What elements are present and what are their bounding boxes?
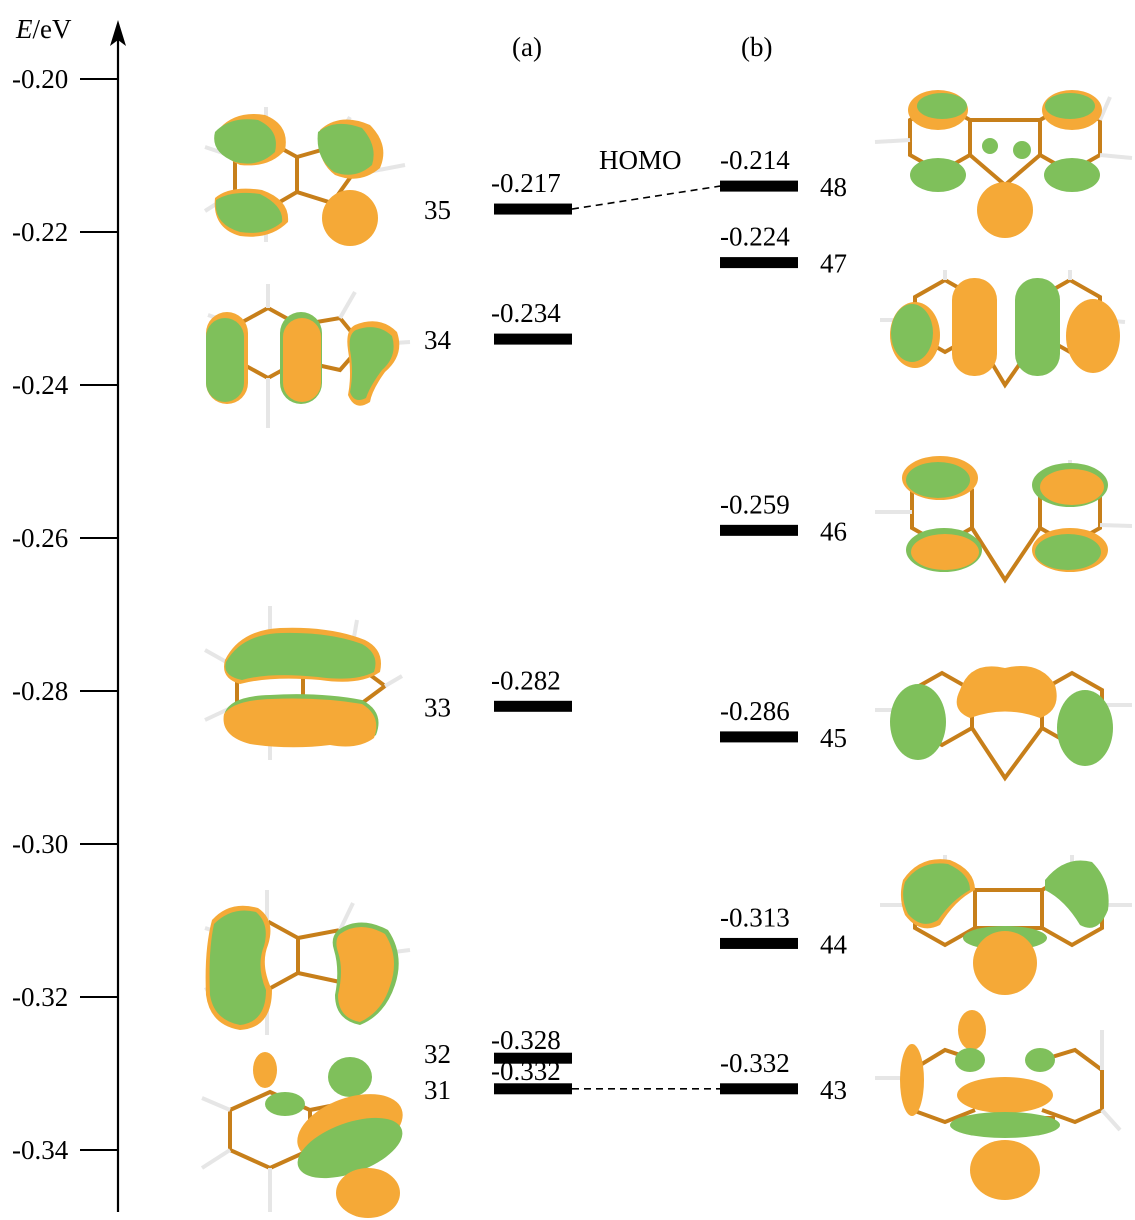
- orbital-48-image: [874, 90, 1133, 238]
- axis-label: E/eV: [15, 14, 72, 44]
- level-bar-35: [494, 203, 572, 215]
- axis-tick-label: -0.24: [12, 370, 69, 400]
- level-index-44: 44: [820, 929, 848, 959]
- orbital-35-image: [203, 107, 406, 246]
- axis-tick-label: -0.34: [12, 1135, 69, 1165]
- level-index-43: 43: [820, 1075, 847, 1105]
- level-index-34: 34: [424, 325, 452, 355]
- level-index-32: 32: [424, 1039, 451, 1069]
- level-connectors: [571, 185, 721, 1090]
- level-value-48: -0.214: [720, 145, 790, 175]
- panel-a-label: (a): [512, 32, 542, 62]
- level-value-35: -0.217: [491, 168, 561, 198]
- axis-tick-label: -0.30: [12, 829, 68, 859]
- level-value-33: -0.282: [491, 665, 561, 695]
- level-value-31: -0.332: [491, 1056, 561, 1086]
- orbital-44-image: [880, 855, 1132, 995]
- panel-b-label: (b): [741, 32, 772, 62]
- level-index-31: 31: [424, 1075, 451, 1105]
- level-index-47: 47: [820, 249, 847, 279]
- level-index-33: 33: [424, 692, 451, 722]
- level-bar-48: [720, 180, 798, 192]
- level-index-35: 35: [424, 195, 451, 225]
- axis-tick-label: -0.26: [12, 523, 68, 553]
- level-bar-43: [720, 1083, 798, 1095]
- homo-label: HOMO: [599, 145, 682, 175]
- orbital-46-image: [875, 456, 1133, 584]
- axis-tick-label: -0.22: [12, 217, 68, 247]
- axis-tick-label: -0.28: [12, 676, 68, 706]
- axis-ticks: -0.20 -0.22 -0.24 -0.26 -0.28 -0.30 -0.32 -0.34: [12, 64, 118, 1165]
- axis-tick-label: -0.32: [12, 982, 68, 1012]
- orbital-43-image: [875, 1010, 1122, 1200]
- orbital-31-image: [200, 1052, 403, 1218]
- level-value-47: -0.224: [720, 222, 790, 252]
- level-bar-45: [720, 731, 798, 743]
- axis-arrow-icon: [110, 20, 126, 46]
- level-bar-47: [720, 257, 798, 269]
- energy-axis: E/eV -0.20 -0.22 -0.24 -0.26 -0.28 -0.30 -0.32…: [12, 14, 126, 1212]
- level-bar-32: [494, 1052, 572, 1064]
- level-bar-33: [494, 700, 572, 712]
- axis-label-symbol: E: [15, 14, 33, 44]
- orbital-32-image: [204, 890, 411, 1035]
- level-value-44: -0.313: [720, 902, 790, 932]
- levels-b: -0.214 48 -0.224 47 -0.259 46 -0.286 45 -0.313 44…: [720, 145, 848, 1105]
- level-value-43: -0.332: [720, 1048, 790, 1078]
- level-index-48: 48: [820, 172, 847, 202]
- level-bar-46: [720, 524, 798, 536]
- level-value-46: -0.259: [720, 489, 790, 519]
- level-value-34: -0.234: [491, 298, 561, 328]
- level-bar-31: [494, 1083, 572, 1095]
- orbital-45-image: [875, 666, 1132, 782]
- level-value-32: -0.328: [491, 1025, 561, 1055]
- level-bar-34: [494, 333, 572, 345]
- levels-a: -0.217 35 -0.234 34 -0.282 33 -0.328 32 -0.332 31: [424, 168, 572, 1105]
- orbital-34-image: [206, 284, 411, 428]
- level-index-45: 45: [820, 723, 847, 753]
- axis-label-unit: /eV: [33, 14, 72, 44]
- axis-tick-label: -0.20: [12, 64, 68, 94]
- level-bar-44: [720, 937, 798, 949]
- connector-35-48: [571, 185, 721, 210]
- orbital-47-image: [880, 270, 1126, 389]
- level-value-45: -0.286: [720, 696, 790, 726]
- level-index-46: 46: [820, 516, 847, 546]
- orbital-33-image: [204, 606, 404, 760]
